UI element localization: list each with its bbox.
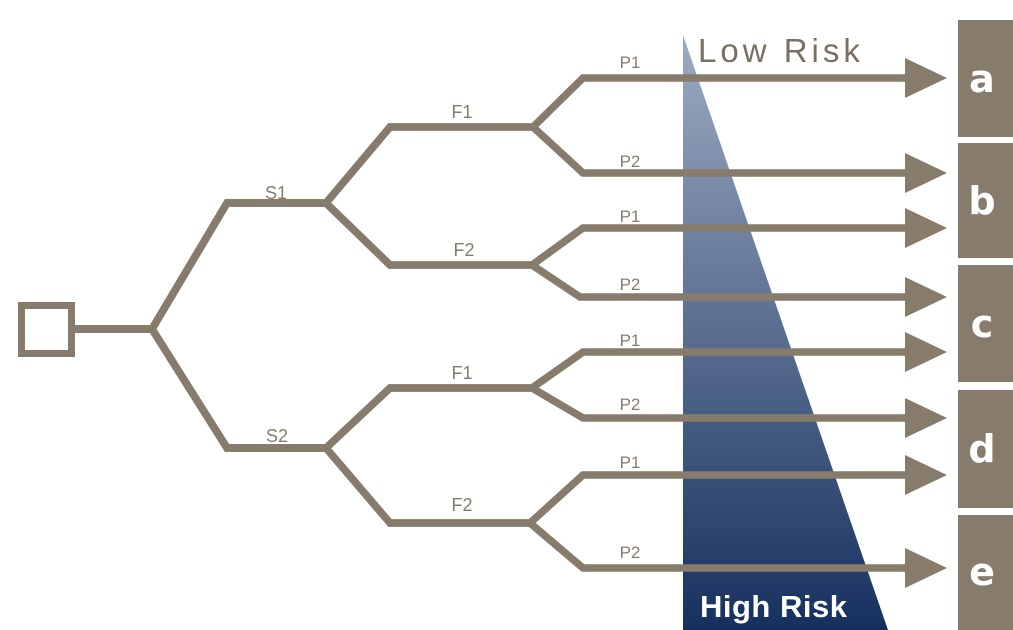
risk-gradient-wedge bbox=[683, 35, 888, 630]
label-p2: P2 bbox=[620, 275, 641, 294]
arrowhead-icon bbox=[905, 58, 947, 98]
label-p1: P1 bbox=[620, 207, 641, 226]
outcome-box-b bbox=[958, 143, 1013, 258]
arrowhead-icon bbox=[905, 332, 947, 372]
arrowhead-icon bbox=[905, 277, 947, 317]
label-s1: S1 bbox=[265, 183, 287, 203]
outcome-letters: a b c d e bbox=[968, 57, 995, 594]
outcome-label-c: c bbox=[971, 302, 994, 346]
arrowhead-icon bbox=[905, 153, 947, 193]
outcome-label-b: b bbox=[968, 179, 995, 223]
outcome-label-d: d bbox=[968, 427, 995, 471]
outcome-box-d bbox=[958, 390, 1013, 508]
root-decision-square bbox=[18, 302, 75, 357]
label-s2-f2: F2 bbox=[451, 495, 472, 515]
arrowhead-icon bbox=[905, 548, 947, 588]
arrowhead-icon bbox=[905, 455, 947, 495]
path-s1-f2-p2-line bbox=[71, 199, 914, 333]
path-s1-f1-p1-line bbox=[71, 74, 914, 333]
outcome-box-c bbox=[958, 265, 1013, 382]
outcome-label-e: e bbox=[969, 550, 995, 594]
label-p1: P1 bbox=[620, 53, 641, 72]
path-s2-f2-p2-line bbox=[71, 325, 914, 572]
label-p2: P2 bbox=[620, 152, 641, 171]
node-labels: S1 S2 F1 F2 F1 F2 P1 P2 P1 P2 P1 P2 P1 P… bbox=[265, 53, 640, 562]
outcome-label-a: a bbox=[969, 57, 995, 101]
label-s1-f1: F1 bbox=[451, 102, 472, 122]
low-risk-label: Low Risk bbox=[698, 32, 864, 69]
arrowheads bbox=[905, 58, 947, 588]
outcome-box-e bbox=[958, 515, 1013, 630]
arrowhead-icon bbox=[905, 208, 947, 248]
label-p2: P2 bbox=[620, 395, 641, 414]
arrowhead-icon bbox=[905, 398, 947, 438]
outcome-boxes bbox=[958, 20, 1013, 630]
label-p1: P1 bbox=[620, 453, 641, 472]
label-s1-f2: F2 bbox=[453, 240, 474, 260]
label-p2: P2 bbox=[620, 543, 641, 562]
label-p1: P1 bbox=[620, 331, 641, 350]
high-risk-label: High Risk bbox=[700, 589, 848, 624]
outcome-box-a bbox=[958, 20, 1013, 137]
label-s2-f1: F1 bbox=[451, 363, 472, 383]
tree-lines bbox=[18, 74, 914, 572]
label-s2: S2 bbox=[266, 426, 288, 446]
